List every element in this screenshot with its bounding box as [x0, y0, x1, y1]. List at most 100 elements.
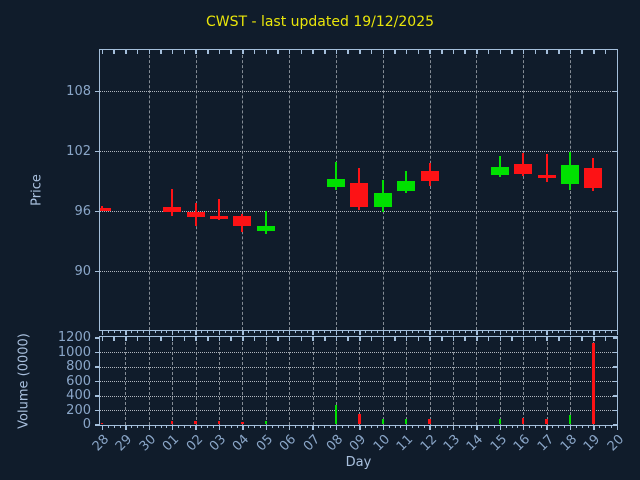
price-x-minor-tick	[400, 330, 402, 333]
price-tick-label-90: 90	[74, 263, 91, 279]
volume-x-minor-tick	[482, 425, 484, 428]
volume-tick-left-0	[94, 424, 99, 426]
volume-vgridline-day-18	[570, 336, 571, 425]
x-tick-label-09: 09	[347, 432, 370, 455]
price-x-minor-tick	[277, 330, 279, 333]
price-x-minor-tick	[564, 330, 566, 333]
volume-vgridline-day-17	[546, 336, 548, 425]
volume-top-tick	[230, 337, 232, 341]
volume-vgridline-day-10	[382, 336, 384, 425]
volume-top-tick	[335, 337, 338, 341]
chart-title: CWST - last updated 19/12/2025	[205, 14, 435, 30]
x-tick-label-13: 13	[440, 432, 464, 455]
price-vgridline-day-06	[289, 49, 291, 330]
price-x-minor-tick	[259, 330, 261, 333]
x-tick-label-18: 18	[557, 432, 581, 455]
x-tick-label-12: 12	[417, 432, 440, 455]
volume-x-minor-tick	[417, 425, 419, 428]
candle-body-day-12	[420, 171, 439, 181]
volume-vgridline-day-08	[336, 336, 337, 425]
price-top-tick	[195, 50, 197, 54]
volume-tick-label-1200: 1200	[57, 330, 91, 346]
x-tick-label-05: 05	[253, 432, 276, 455]
volume-top-tick	[476, 337, 478, 341]
price-x-major-tick-17	[546, 330, 548, 335]
volume-x-minor-tick	[178, 425, 180, 428]
volume-x-major-tick-19	[593, 425, 595, 430]
volume-x-minor-tick	[277, 425, 279, 428]
volume-top-tick	[195, 337, 197, 341]
volume-bar-day-18	[568, 415, 572, 425]
price-x-minor-tick	[236, 330, 238, 333]
volume-x-minor-tick	[259, 425, 261, 428]
price-x-major-tick-12	[429, 330, 431, 335]
x-tick-label-14: 14	[464, 432, 487, 455]
candle-body-day-15	[490, 167, 509, 175]
volume-vgridline-day-13	[453, 336, 454, 425]
volume-tick-left-600	[94, 380, 99, 383]
volume-gridline-600	[99, 381, 617, 383]
price-x-minor-tick	[160, 330, 162, 333]
volume-x-minor-tick	[441, 425, 443, 428]
volume-x-minor-tick	[300, 425, 302, 428]
candle-body-day-16	[514, 164, 533, 174]
volume-tick-right-400	[613, 395, 617, 397]
x-tick-label-29: 29	[113, 432, 136, 455]
price-vgridline-day-12	[429, 49, 431, 330]
price-x-major-tick-04	[242, 330, 244, 335]
volume-vgridline-day-12	[429, 336, 431, 425]
volume-x-minor-tick	[107, 425, 109, 428]
volume-x-minor-tick	[183, 425, 185, 428]
price-x-minor-tick	[154, 330, 156, 333]
volume-top-tick	[394, 337, 396, 341]
price-x-major-tick-28	[101, 330, 104, 335]
price-top-tick	[171, 50, 174, 54]
price-tick-left-96	[94, 210, 99, 213]
price-top-tick	[370, 50, 373, 54]
volume-top-tick	[382, 337, 385, 341]
volume-top-tick	[417, 337, 420, 341]
volume-x-minor-tick	[341, 425, 343, 428]
price-vgridline-day-02	[195, 49, 197, 330]
volume-vgridline-day-15	[499, 336, 501, 425]
volume-x-minor-tick	[505, 425, 507, 428]
candle-wick-day-08	[335, 162, 337, 190]
volume-vgridline-day-07	[312, 336, 314, 425]
price-x-minor-tick	[534, 330, 536, 333]
price-x-minor-tick	[470, 330, 472, 333]
volume-x-minor-tick	[534, 425, 536, 428]
x-tick-label-10: 10	[370, 432, 393, 455]
price-top-tick	[125, 50, 127, 54]
price-top-tick	[253, 50, 256, 54]
candle-body-day-01	[163, 207, 182, 212]
volume-gridline-200	[99, 410, 617, 411]
price-top-tick	[359, 50, 361, 54]
volume-top-tick	[522, 337, 525, 341]
volume-top-tick	[452, 337, 455, 341]
volume-x-minor-tick	[394, 425, 396, 428]
volume-top-tick	[242, 337, 244, 341]
volume-vgridline-day-03	[219, 336, 220, 425]
volume-top-tick	[277, 337, 279, 341]
volume-x-major-tick-29	[125, 425, 127, 430]
volume-bar-day-10	[381, 418, 385, 425]
price-top-tick	[546, 50, 548, 54]
price-x-major-tick-10	[382, 330, 385, 335]
candle-body-day-02	[186, 212, 205, 217]
volume-top-tick	[593, 337, 595, 341]
price-x-minor-tick	[435, 330, 437, 333]
volume-tick-label-1000: 1000	[57, 344, 91, 360]
volume-tick-label-200: 200	[66, 402, 91, 418]
volume-x-minor-tick	[137, 425, 139, 428]
volume-tick-right-0	[613, 424, 617, 426]
volume-x-minor-tick	[371, 425, 373, 428]
volume-top-tick	[405, 337, 408, 341]
price-x-minor-tick	[488, 330, 490, 333]
x-tick-label-19: 19	[581, 432, 604, 455]
candle-body-day-17	[537, 175, 556, 178]
volume-vgridline-day-16	[523, 336, 525, 425]
price-x-minor-tick	[178, 330, 180, 333]
price-top-tick	[593, 50, 595, 54]
x-tick-label-04: 04	[230, 432, 253, 455]
price-x-minor-tick	[493, 330, 495, 333]
